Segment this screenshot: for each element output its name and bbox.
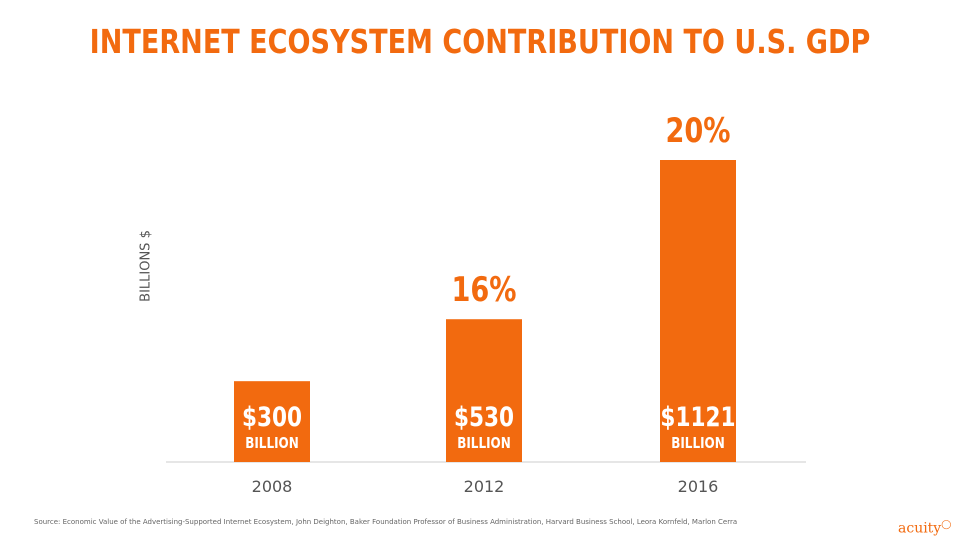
brand-logo: acuity◯ — [898, 520, 951, 537]
chart-title: INTERNET ECOSYSTEM CONTRIBUTION TO U.S. … — [89, 22, 871, 61]
bar-unit-label: BILLION — [457, 435, 511, 453]
bar-value-label: $300 — [242, 401, 302, 433]
x-tick-label: 2016 — [678, 477, 719, 496]
bar-value-label: $1121 — [660, 401, 735, 433]
bar-percent-annotation: 16% — [451, 270, 516, 310]
bar-unit-label: BILLION — [245, 435, 299, 453]
source-note: Source: Economic Value of the Advertisin… — [34, 518, 738, 526]
bar-value-label: $530 — [454, 401, 514, 433]
bar-percent-annotation: 20% — [665, 111, 730, 151]
bar — [660, 160, 736, 462]
x-tick-label: 2008 — [252, 477, 293, 496]
x-tick-label: 2012 — [464, 477, 505, 496]
bar-unit-label: BILLION — [671, 435, 725, 453]
bar — [234, 381, 310, 462]
brand-mark-icon: ◯ — [941, 520, 952, 530]
brand-logo-text: acuity — [898, 520, 942, 537]
bar — [446, 319, 522, 462]
